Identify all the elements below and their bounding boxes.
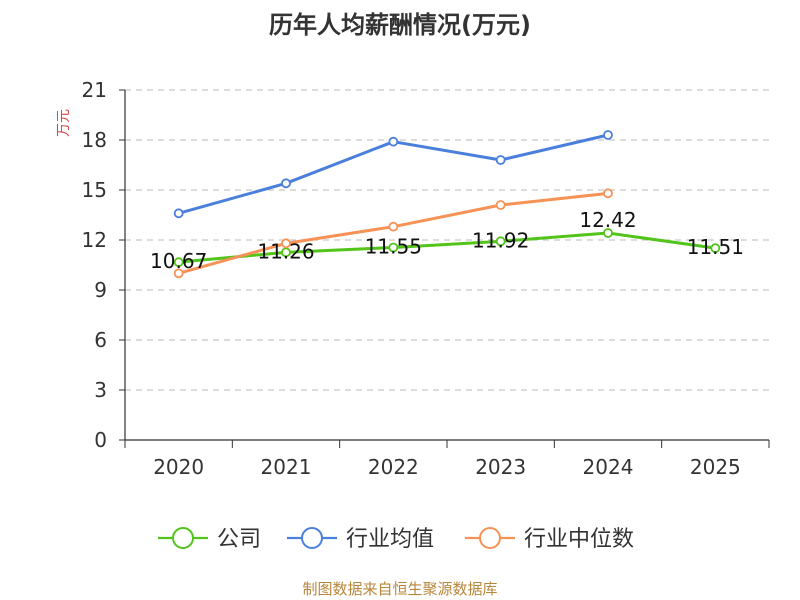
series-layer	[173, 130, 721, 279]
y-tick-label: 3	[94, 378, 107, 402]
data-label: 11.51	[687, 235, 744, 259]
series-point-0[interactable]	[281, 247, 291, 258]
x-tick-label: 2024	[583, 455, 634, 479]
series-point-1[interactable]	[173, 208, 184, 219]
y-tick-label: 12	[82, 228, 107, 252]
legend-label: 行业中位数	[524, 527, 634, 552]
x-tick-label: 2020	[153, 455, 204, 479]
axis-layer: 0 3 6 9 12 15 18 21 2020 2021 2022 2023 2024 2025	[82, 78, 770, 479]
series-point-0[interactable]	[173, 257, 184, 268]
y-tick-label: 18	[82, 128, 107, 152]
data-label: 11.26	[257, 239, 314, 263]
data-label: 11.55	[365, 235, 422, 259]
series-point-0[interactable]	[388, 242, 399, 253]
y-tick-label: 21	[82, 78, 107, 102]
data-label-layer: 10.67 11.26 11.55 11.92 12.42 11.51	[150, 208, 744, 273]
series-point-2[interactable]	[173, 268, 184, 279]
y-tick-label: 0	[94, 428, 107, 452]
series-point-1[interactable]	[495, 155, 506, 165]
series-point-1[interactable]	[388, 136, 399, 147]
y-axis-label: 万元	[56, 109, 72, 137]
y-tick-label: 6	[94, 328, 107, 352]
x-tick-label: 2023	[475, 455, 526, 479]
legend-item-1[interactable]: 行业均值	[287, 527, 434, 552]
series-point-2[interactable]	[388, 221, 399, 232]
legend-item-2[interactable]: 行业中位数	[465, 527, 634, 552]
series-line-0	[177, 231, 717, 264]
y-tick-label: 9	[94, 278, 107, 302]
legend-swatch-marker	[172, 527, 194, 549]
series-point-0[interactable]	[495, 236, 506, 247]
x-tick-label: 2025	[690, 455, 741, 479]
series-point-0[interactable]	[710, 243, 721, 254]
series-line-2	[177, 191, 610, 275]
series-point-1[interactable]	[281, 178, 291, 189]
series-point-1[interactable]	[603, 130, 613, 140]
series-point-2[interactable]	[495, 200, 506, 210]
legend[interactable]: 公司 行业均值 行业中位数	[158, 527, 634, 552]
source-note: 制图数据来自恒生聚源数据库	[302, 580, 497, 598]
data-label: 11.92	[472, 228, 529, 252]
legend-item-0[interactable]: 公司	[158, 527, 261, 552]
legend-label: 公司	[217, 527, 261, 552]
legend-swatch-marker	[301, 527, 323, 549]
legend-label: 行业均值	[346, 527, 434, 552]
x-tick-label: 2022	[368, 455, 419, 479]
x-tick-label: 2021	[261, 455, 312, 479]
chart-title: 历年人均薪酬情况(万元)	[269, 11, 531, 39]
series-point-0[interactable]	[603, 228, 613, 238]
series-point-2[interactable]	[603, 188, 613, 199]
data-label: 10.67	[150, 249, 207, 273]
data-label: 12.42	[579, 208, 636, 232]
series-point-2[interactable]	[281, 238, 291, 249]
grid-layer	[125, 89, 769, 391]
legend-swatch-marker	[479, 527, 501, 549]
y-tick-label: 15	[82, 178, 107, 202]
